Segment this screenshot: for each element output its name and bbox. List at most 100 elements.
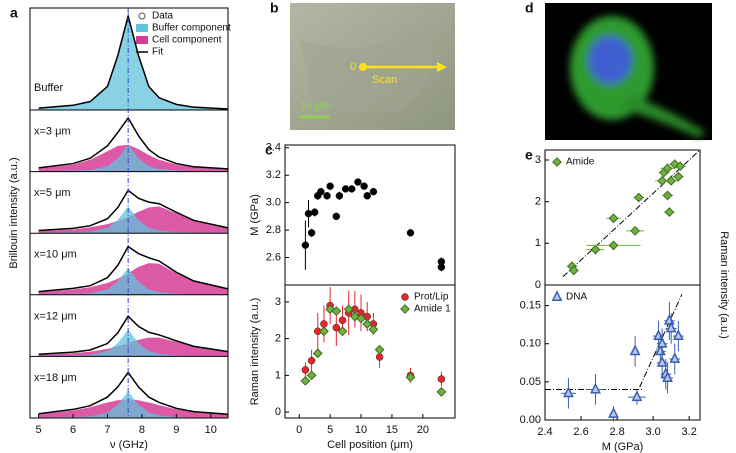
trace-label: x=18 μm [34,372,77,384]
point [673,171,684,182]
y-tick-label: 0.00 [520,414,541,426]
point [656,336,668,348]
fit-line [38,116,229,170]
legend-label: Cell component [152,35,222,46]
x-axis-label: ν (GHz) [110,439,148,451]
x-tick-label: 3.2 [682,426,697,438]
y-axis-label: Raman intensity (a.u.) [718,231,730,339]
point [437,375,446,383]
point [331,306,342,316]
fit-line [38,315,229,356]
fit-line [562,149,701,278]
point [310,208,319,217]
point [666,175,677,186]
point [343,304,354,315]
point [436,387,447,397]
x-axis-label: M (GPa) [602,441,644,453]
trace-label: x=10 μm [34,249,77,261]
point [608,213,619,224]
frame [544,149,701,286]
point [335,192,344,200]
point [633,192,644,203]
trace-label: x=5 μm [34,187,71,199]
panel-label: e [525,147,533,163]
x-tick-label: 9 [173,424,179,436]
legend-label: DNA [566,292,587,303]
legend-label: Buffer component [152,23,231,34]
fit-line [38,189,229,232]
point [368,324,379,335]
legend-label: Fit [152,47,163,58]
x-tick-label: 8 [139,424,145,436]
panel-label: d [525,0,534,16]
cell-fluorescence [570,16,705,138]
fit-line [38,13,229,110]
point [363,192,371,200]
legend-symbol [401,293,409,301]
x-tick-label: 0 [296,424,302,436]
point [354,178,362,186]
y-tick-label: 3.0 [266,197,281,209]
buffer-area [38,144,228,172]
point [406,229,415,237]
y-tick-label: 2 [535,196,541,208]
y-tick-label: 3 [275,296,281,308]
point [317,187,325,196]
panel-label: b [270,0,279,16]
x-tick-label: 2.4 [537,426,552,438]
point [319,326,329,337]
legend-symbol [138,12,146,20]
panel-label: c [265,142,273,158]
point [631,390,643,402]
point [653,329,664,341]
point [437,263,446,271]
point [348,185,356,193]
point [338,316,347,325]
point [629,344,641,356]
point [332,323,341,332]
point [306,370,317,381]
point [301,241,310,249]
trace-label: Buffer [34,82,63,94]
y-tick-label: 2.8 [266,224,281,236]
point [675,161,686,172]
buffer-area [38,391,228,418]
x-tick-label: 3.0 [645,426,660,438]
point [665,321,677,333]
point [405,372,416,383]
point [362,319,373,329]
point [662,190,673,201]
point [563,386,574,398]
y-axis-label: M (GPa) [249,194,261,236]
point [356,313,366,324]
legend-symbol [136,24,148,32]
frame [29,7,229,419]
x-tick-label: 6 [70,424,76,436]
scale-label: 10 μm [300,100,331,112]
frame [544,284,701,421]
frame [284,284,456,419]
y-tick-label: 0.05 [520,376,541,388]
point [590,244,601,255]
x-tick-label: 7 [104,424,110,436]
legend-label: Data [152,11,174,22]
point [662,371,673,383]
legend-label: Prot/Lip [414,292,449,303]
y-axis-label: Raman intensity (a.u.) [249,298,261,406]
cell-outline [300,30,432,113]
legend-symbol [552,157,562,167]
y-tick-label: 3 [535,154,541,166]
legend-symbol [400,304,410,314]
point [312,348,323,359]
y-tick-label: 2 [275,333,281,345]
x-tick-label: 5 [36,424,42,436]
point [568,265,579,276]
trace-label: x=3 μm [34,125,71,137]
point [590,382,601,394]
point [608,240,619,251]
point [301,366,310,374]
point [672,329,684,341]
point [656,355,668,367]
point [300,375,311,386]
